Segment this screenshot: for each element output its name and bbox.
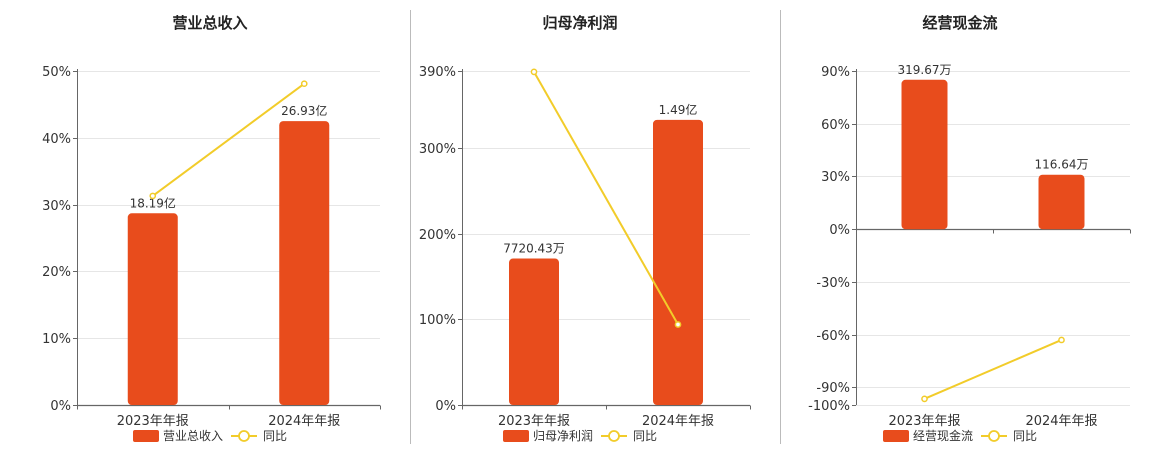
yoy-point [149,192,157,200]
legend-line-label: 同比 [633,429,657,443]
y-tick-label: 0% [435,399,456,414]
legend-line-marker [608,430,620,442]
bar [901,79,948,230]
legend-bar-label: 营业总收入 [163,429,223,443]
x-tick-label: 2024年年报 [1025,414,1097,429]
legend-bar-swatch [883,430,909,442]
y-tick-label: 50% [42,65,71,80]
yoy-line [533,71,679,325]
y-tick-label: -90% [816,381,850,396]
bar-value-label: 18.19亿 [130,195,176,210]
x-tick-label: 2023年年报 [117,414,189,429]
yoy-line [924,339,1062,400]
yoy-point [300,80,308,88]
bar-value-label: 7720.43万 [503,242,565,256]
y-tick-label: -30% [816,276,850,291]
y-tick-label: 0% [829,223,850,238]
y-tick-label: 200% [419,228,456,243]
legend-bar-swatch [503,430,529,442]
y-tick-label: 10% [42,332,71,347]
bar [1038,174,1085,230]
y-tick-label: 0% [50,399,71,414]
chart-panel-2: 归母净利润 0% 100% 200% 300% 390% 2023年年报 2024年年报 772… [419,14,751,443]
legend: 营业总收入 同比 [133,429,287,443]
chart-title: 营业总收入 [172,14,247,32]
legend-bar-label: 归母净利润 [533,429,593,443]
bar-value-label: 26.93亿 [281,103,327,118]
y-tick-label: 90% [821,65,850,80]
chart-panel-1: 营业总收入 0% 10% 20% 30% 40% 50% 2023年年报 2024年年报 18.1… [42,14,381,443]
y-tick-label: 60% [821,118,850,133]
yoy-point [530,68,538,76]
legend-line-marker [988,430,1000,442]
chart-title: 归母净利润 [542,14,617,32]
bar-value-label: 1.49亿 [659,102,698,117]
yoy-point [1058,336,1065,344]
bar-value-label: 116.64万 [1035,158,1089,172]
legend: 归母净利润 同比 [503,429,657,443]
legend: 经营现金流 同比 [883,428,1037,443]
y-tick-label: 40% [42,132,71,147]
bar [509,258,559,405]
legend-line-marker [238,430,250,442]
bar [653,119,703,406]
legend-bar-label: 经营现金流 [913,428,973,443]
x-tick-label: 2024年年报 [268,414,340,429]
y-tick-label: 30% [42,199,71,214]
x-tick-label: 2023年年报 [498,414,570,429]
yoy-point [921,395,928,403]
x-tick-label: 2024年年报 [642,414,714,429]
legend-line-label: 同比 [1013,429,1037,443]
y-tick-label: 30% [821,170,850,185]
chart-panel-3: 经营现金流 -100% -90% -60% -30% 0% 30% 60% 90% 2023年年报… [808,14,1131,443]
chart-title: 经营现金流 [922,14,997,32]
y-tick-label: -100% [808,399,850,414]
y-tick-label: 100% [419,313,456,328]
yoy-point [674,321,682,328]
bar [279,121,330,405]
x-tick-label: 2023年年报 [888,414,960,429]
legend-line-label: 同比 [263,429,287,443]
y-tick-label: -60% [816,329,850,344]
bar [127,213,178,405]
legend-bar-swatch [133,430,159,442]
y-tick-label: 300% [419,142,456,157]
yoy-line [152,82,305,197]
y-tick-label: 390% [419,65,456,80]
y-tick-label: 20% [42,265,71,280]
bar-value-label: 319.67万 [898,63,952,77]
